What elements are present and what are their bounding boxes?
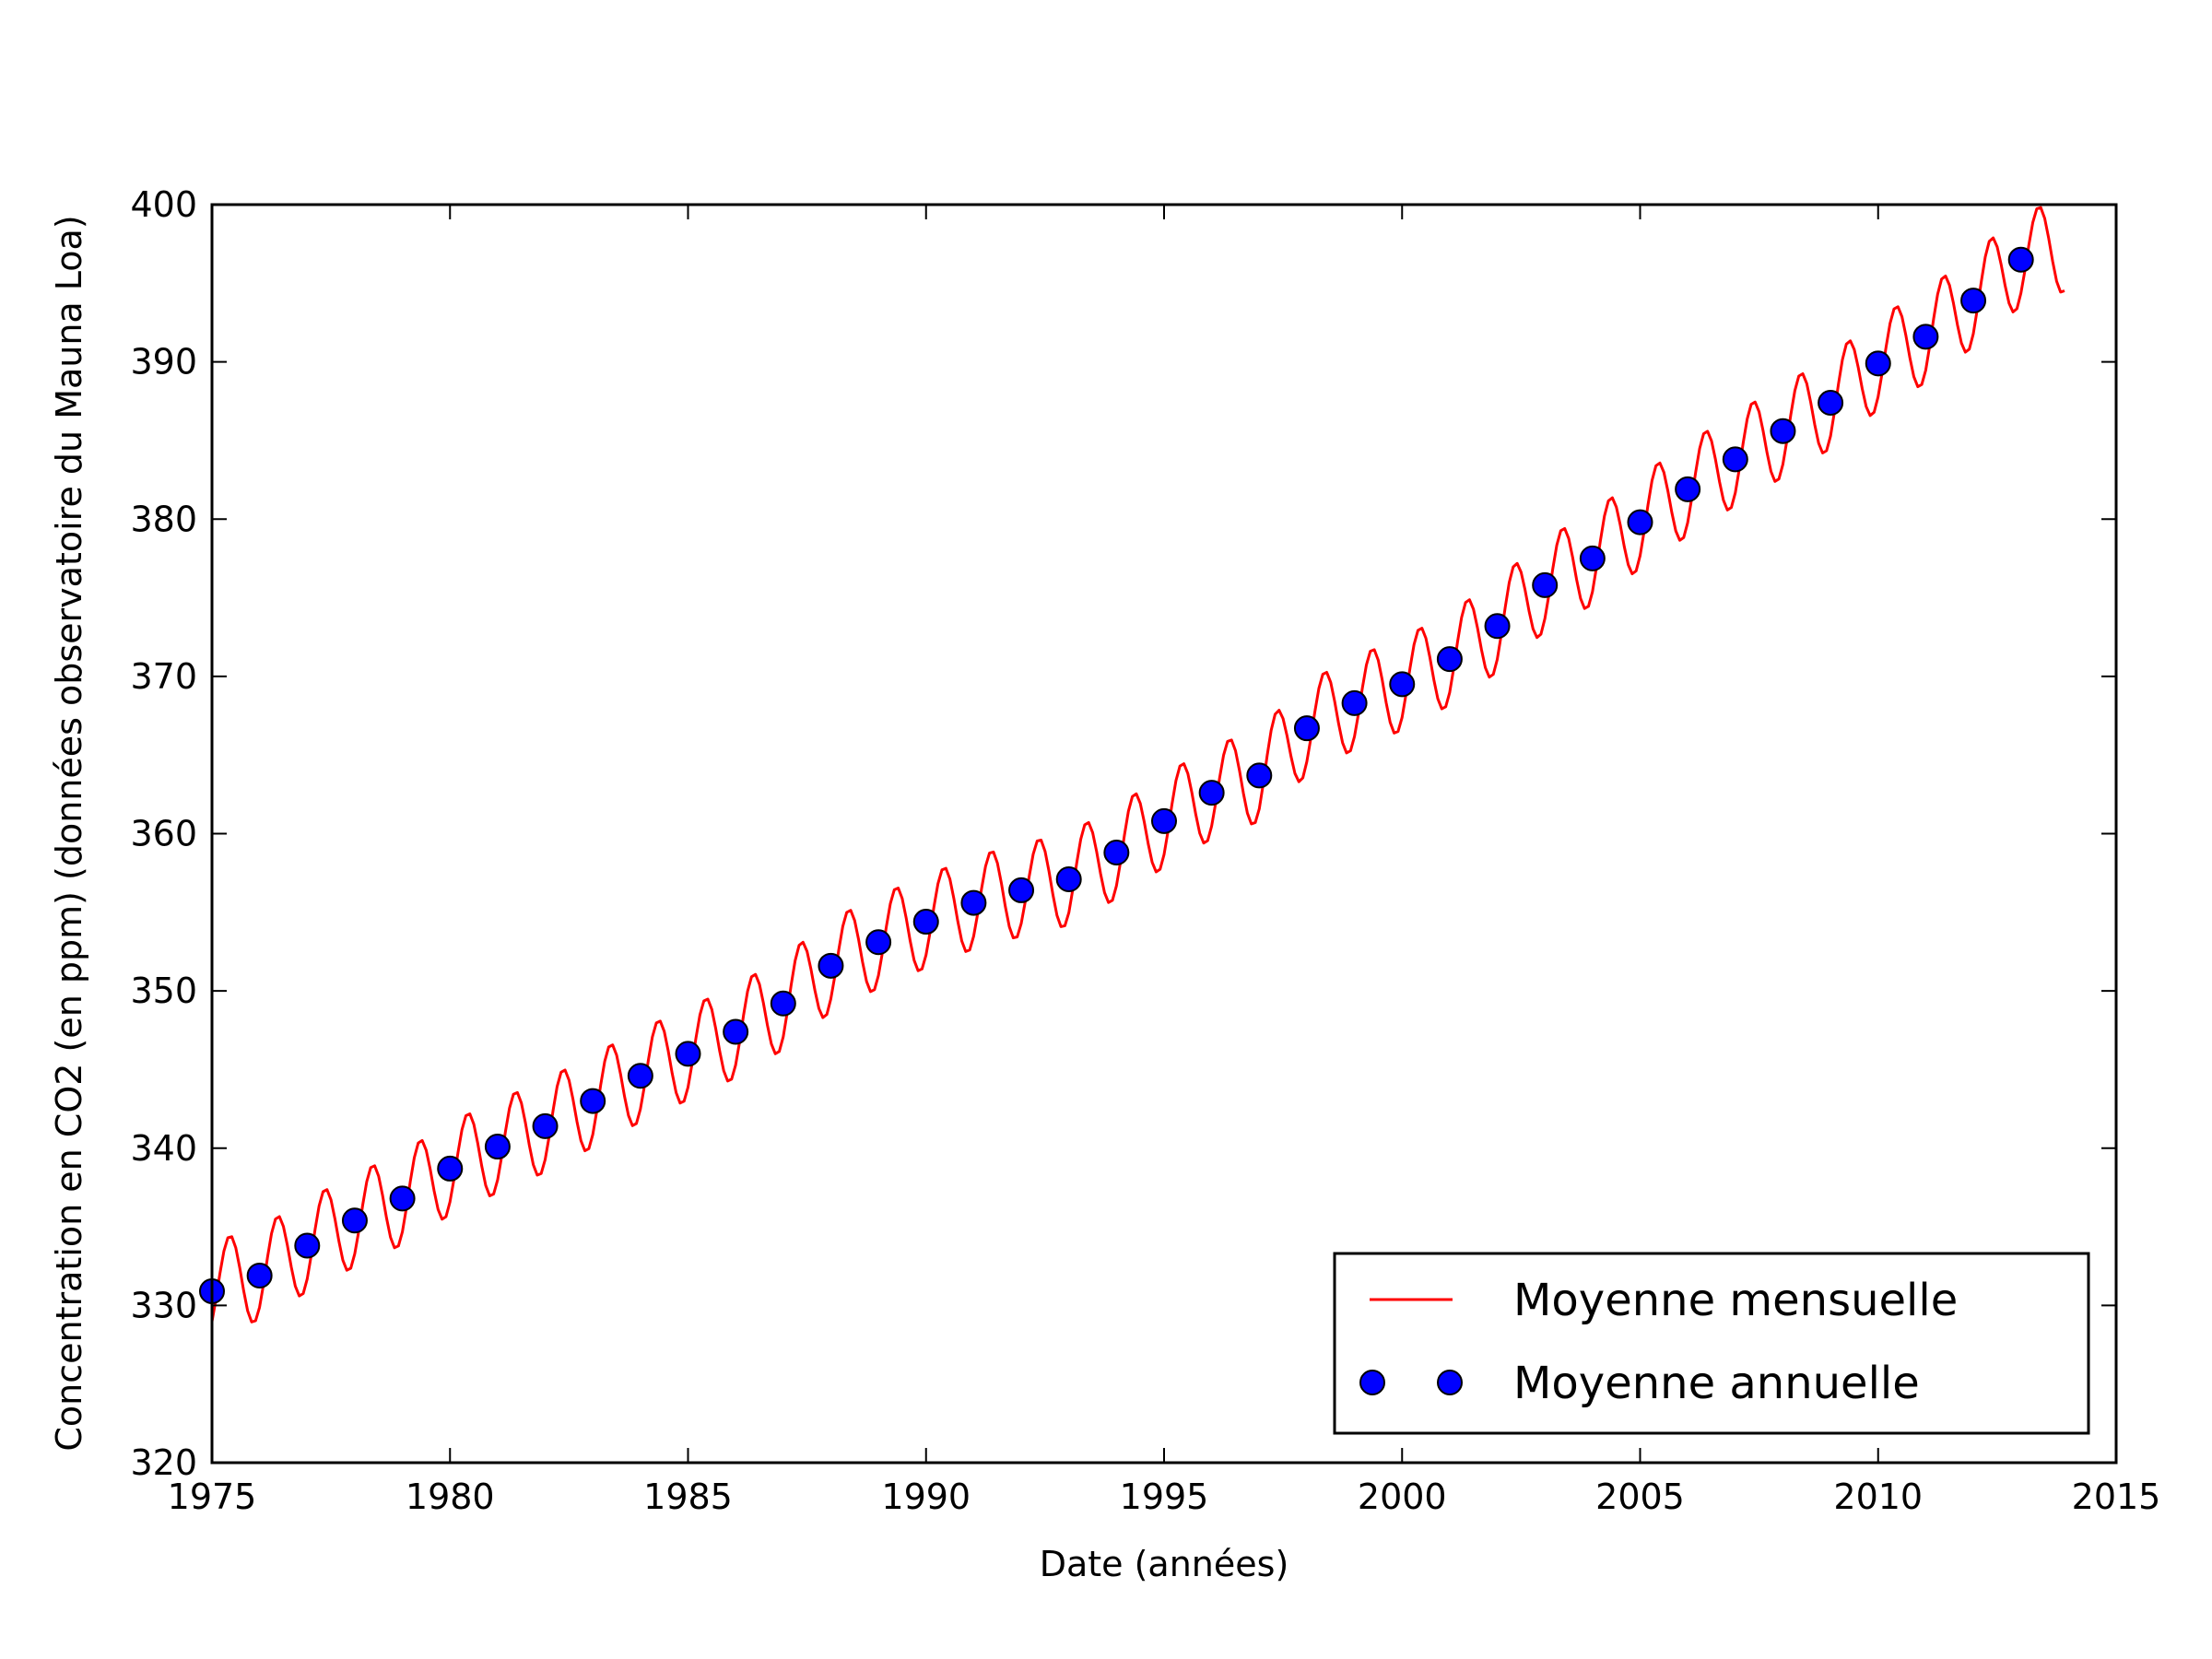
annual-point xyxy=(246,1262,273,1288)
plot-area xyxy=(199,206,2065,1324)
annual-point xyxy=(865,929,892,956)
legend-label-annual: Moyenne annuelle xyxy=(1513,1358,1920,1409)
annual-point xyxy=(1722,446,1748,473)
annual-point xyxy=(294,1232,321,1259)
annual-point xyxy=(1293,715,1320,742)
x-tick-label: 1995 xyxy=(1120,1477,1209,1517)
x-tick-label: 1975 xyxy=(168,1477,257,1517)
annual-point xyxy=(1055,865,1082,892)
y-tick-label: 340 xyxy=(130,1128,197,1169)
x-tick-label: 2000 xyxy=(1358,1477,1447,1517)
annual-point xyxy=(1246,762,1273,789)
annual-point xyxy=(960,889,987,916)
annual-point xyxy=(389,1185,416,1212)
legend-box xyxy=(1333,1252,2090,1435)
annual-point xyxy=(1770,418,1796,444)
x-tick-label: 1985 xyxy=(643,1477,733,1517)
annual-point xyxy=(1151,807,1177,834)
legend: Moyenne mensuelle Moyenne annuelle xyxy=(1333,1252,2090,1435)
legend-label-monthly: Moyenne mensuelle xyxy=(1513,1275,1958,1326)
annual-point xyxy=(1675,476,1701,502)
annual-point xyxy=(2007,246,2034,273)
y-tick-label: 370 xyxy=(130,656,197,697)
y-tick-label: 330 xyxy=(130,1285,197,1325)
annual-point xyxy=(723,1018,749,1045)
annual-point xyxy=(532,1112,559,1139)
y-tick-label: 350 xyxy=(130,971,197,1011)
annual-point xyxy=(341,1207,368,1234)
annual-point xyxy=(1341,689,1368,716)
x-tick-label: 2010 xyxy=(1833,1477,1923,1517)
annual-point xyxy=(1865,350,1891,377)
axis-ticks: 1975 1980 1985 1990 1995 2000 2005 2010 2015 320 3… xyxy=(130,184,2160,1517)
annual-point xyxy=(1436,646,1463,673)
annual-point xyxy=(770,990,796,1017)
annual-point xyxy=(818,952,844,979)
annual-point xyxy=(1198,780,1225,806)
x-tick-label: 2005 xyxy=(1595,1477,1685,1517)
legend-dot-swatch xyxy=(1359,1370,1385,1395)
y-tick-label: 400 xyxy=(130,184,197,225)
y-tick-label: 390 xyxy=(130,342,197,382)
annual-point xyxy=(627,1063,653,1089)
annual-point xyxy=(1484,613,1511,640)
annual-point xyxy=(1912,324,1939,350)
annual-point xyxy=(1627,509,1653,535)
x-tick-label: 2015 xyxy=(2072,1477,2161,1517)
annual-point xyxy=(1960,288,1987,314)
x-tick-label: 1980 xyxy=(406,1477,495,1517)
annual-point xyxy=(1389,671,1416,698)
y-tick-label: 360 xyxy=(130,814,197,854)
annual-point xyxy=(1103,839,1130,865)
legend-dot-swatch xyxy=(1437,1370,1463,1395)
y-tick-label: 320 xyxy=(130,1442,197,1483)
x-tick-label: 1990 xyxy=(881,1477,971,1517)
annual-point xyxy=(1008,877,1035,903)
annual-point xyxy=(912,909,939,935)
annual-point xyxy=(1818,389,1844,416)
series-line-monthly xyxy=(210,206,2065,1324)
annual-point xyxy=(1579,545,1606,571)
annual-point xyxy=(580,1088,606,1114)
annual-point xyxy=(437,1155,464,1182)
y-tick-label: 380 xyxy=(130,499,197,539)
annual-point xyxy=(675,1041,701,1067)
annual-point xyxy=(484,1134,511,1160)
y-axis-label: Concentration en CO2 (en ppm) (données o… xyxy=(49,215,89,1451)
x-axis-label: Date (années) xyxy=(1040,1544,1289,1584)
annual-point xyxy=(1532,571,1559,598)
